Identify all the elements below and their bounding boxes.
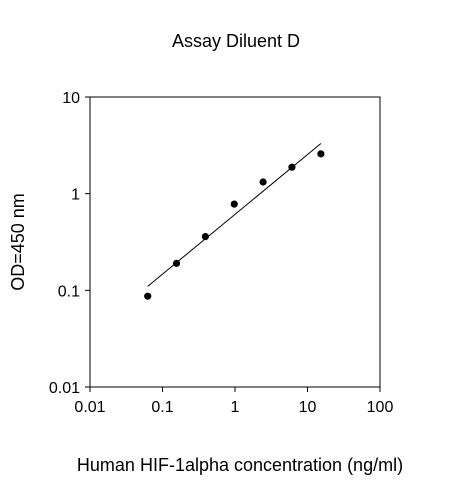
y-tick-label: 0.01: [49, 380, 80, 397]
x-axis-label: Human HIF-1alpha concentration (ng/ml): [77, 455, 403, 475]
data-point: [259, 178, 267, 186]
data-points: [144, 150, 325, 300]
y-tick-label: 1: [71, 187, 80, 204]
data-point: [172, 259, 181, 267]
data-point: [230, 200, 238, 208]
chart-title: Assay Diluent D: [172, 31, 300, 51]
data-point: [201, 232, 209, 241]
x-tick-label: 10: [299, 399, 317, 416]
y-axis-label: OD=450 nm: [8, 193, 28, 291]
plot-frame: [89, 96, 381, 388]
y-tick-label: 0.1: [58, 283, 80, 300]
x-tick-label: 0.01: [74, 399, 105, 416]
x-axis: 0.01 0.1 1 10 100: [74, 387, 393, 416]
x-tick-label: 100: [367, 399, 394, 416]
data-point: [317, 150, 325, 158]
data-point: [288, 163, 296, 171]
y-axis: 0.01 0.1 1 10: [49, 90, 90, 397]
y-tick-label: 10: [62, 90, 80, 107]
x-tick-label: 1: [231, 399, 240, 416]
data-point: [144, 292, 152, 300]
x-tick-label: 0.1: [151, 399, 173, 416]
